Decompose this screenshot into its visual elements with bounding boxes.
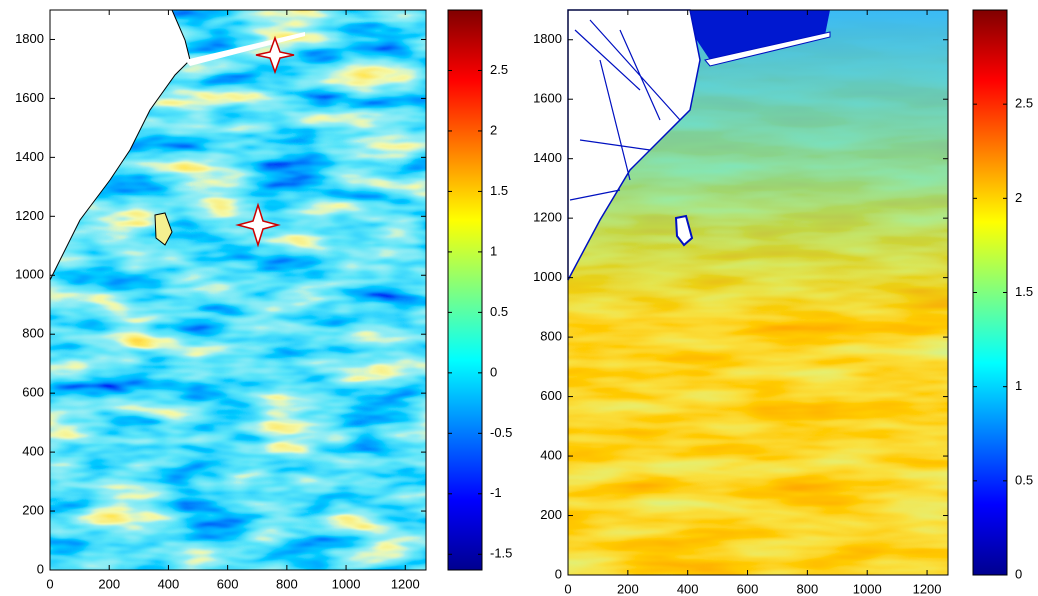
y-tick-label: 1800	[533, 31, 562, 46]
x-tick-label: 0	[46, 576, 53, 591]
colorbar-tick-label: 2	[490, 122, 497, 137]
colorbar-tick-label: 1.5	[1015, 284, 1033, 299]
colorbar-tick-label: 1	[1015, 378, 1022, 393]
colorbar-tick-label: 1	[490, 243, 497, 258]
y-tick-label: 200	[22, 502, 44, 517]
colorbar-left	[448, 10, 482, 570]
colorbar-tick-label: 2	[1015, 190, 1022, 205]
x-tick-label: 0	[564, 581, 571, 596]
y-tick-label: 1600	[533, 91, 562, 106]
x-tick-label: 200	[617, 581, 639, 596]
x-tick-label: 400	[677, 581, 699, 596]
y-tick-label: 0	[37, 561, 44, 576]
x-tick-label: 1000	[332, 576, 361, 591]
x-tick-label: 800	[276, 576, 298, 591]
y-tick-label: 1000	[15, 267, 44, 282]
colorbar-tick-label: 0	[1015, 566, 1022, 581]
y-tick-label: 1200	[533, 210, 562, 225]
colorbar-tick-label: -0.5	[490, 425, 512, 440]
y-tick-label: 1000	[533, 269, 562, 284]
y-tick-label: 800	[540, 329, 562, 344]
y-tick-label: 400	[540, 447, 562, 462]
colorbar-tick-label: 0.5	[1015, 472, 1033, 487]
colorbar-tick-label: 2.5	[1015, 96, 1033, 111]
colorbar-right	[973, 10, 1007, 575]
colorbar-tick-label: 2.5	[490, 62, 508, 77]
y-tick-label: 200	[540, 507, 562, 522]
colorbar-tick-label: 0	[490, 364, 497, 379]
x-tick-label: 400	[158, 576, 180, 591]
y-tick-label: 1200	[15, 208, 44, 223]
axes-frame	[49, 9, 427, 571]
field-left	[49, 9, 426, 570]
field-right	[567, 9, 948, 575]
y-tick-label: 1400	[15, 149, 44, 164]
x-tick-label: 600	[737, 581, 759, 596]
x-tick-label: 600	[217, 576, 239, 591]
axes-frame	[567, 9, 949, 576]
y-tick-label: 0	[555, 566, 562, 581]
y-tick-label: 400	[22, 444, 44, 459]
colorbar-tick-label: 1.5	[490, 183, 508, 198]
colorbar-tick-label: -1	[490, 485, 502, 500]
colorbar-tick-label: 0.5	[490, 304, 508, 319]
y-tick-label: 1400	[533, 150, 562, 165]
y-tick-label: 1800	[15, 31, 44, 46]
x-tick-label: 1000	[853, 581, 882, 596]
x-tick-label: 800	[797, 581, 819, 596]
y-tick-label: 600	[540, 388, 562, 403]
colorbar-tick-label: -1.5	[490, 546, 512, 561]
x-tick-label: 1200	[391, 576, 420, 591]
colorbar-frame	[447, 9, 483, 571]
x-tick-label: 1200	[913, 581, 942, 596]
x-tick-label: 200	[98, 576, 120, 591]
y-tick-label: 1600	[15, 90, 44, 105]
y-tick-label: 600	[22, 385, 44, 400]
y-tick-label: 800	[22, 326, 44, 341]
